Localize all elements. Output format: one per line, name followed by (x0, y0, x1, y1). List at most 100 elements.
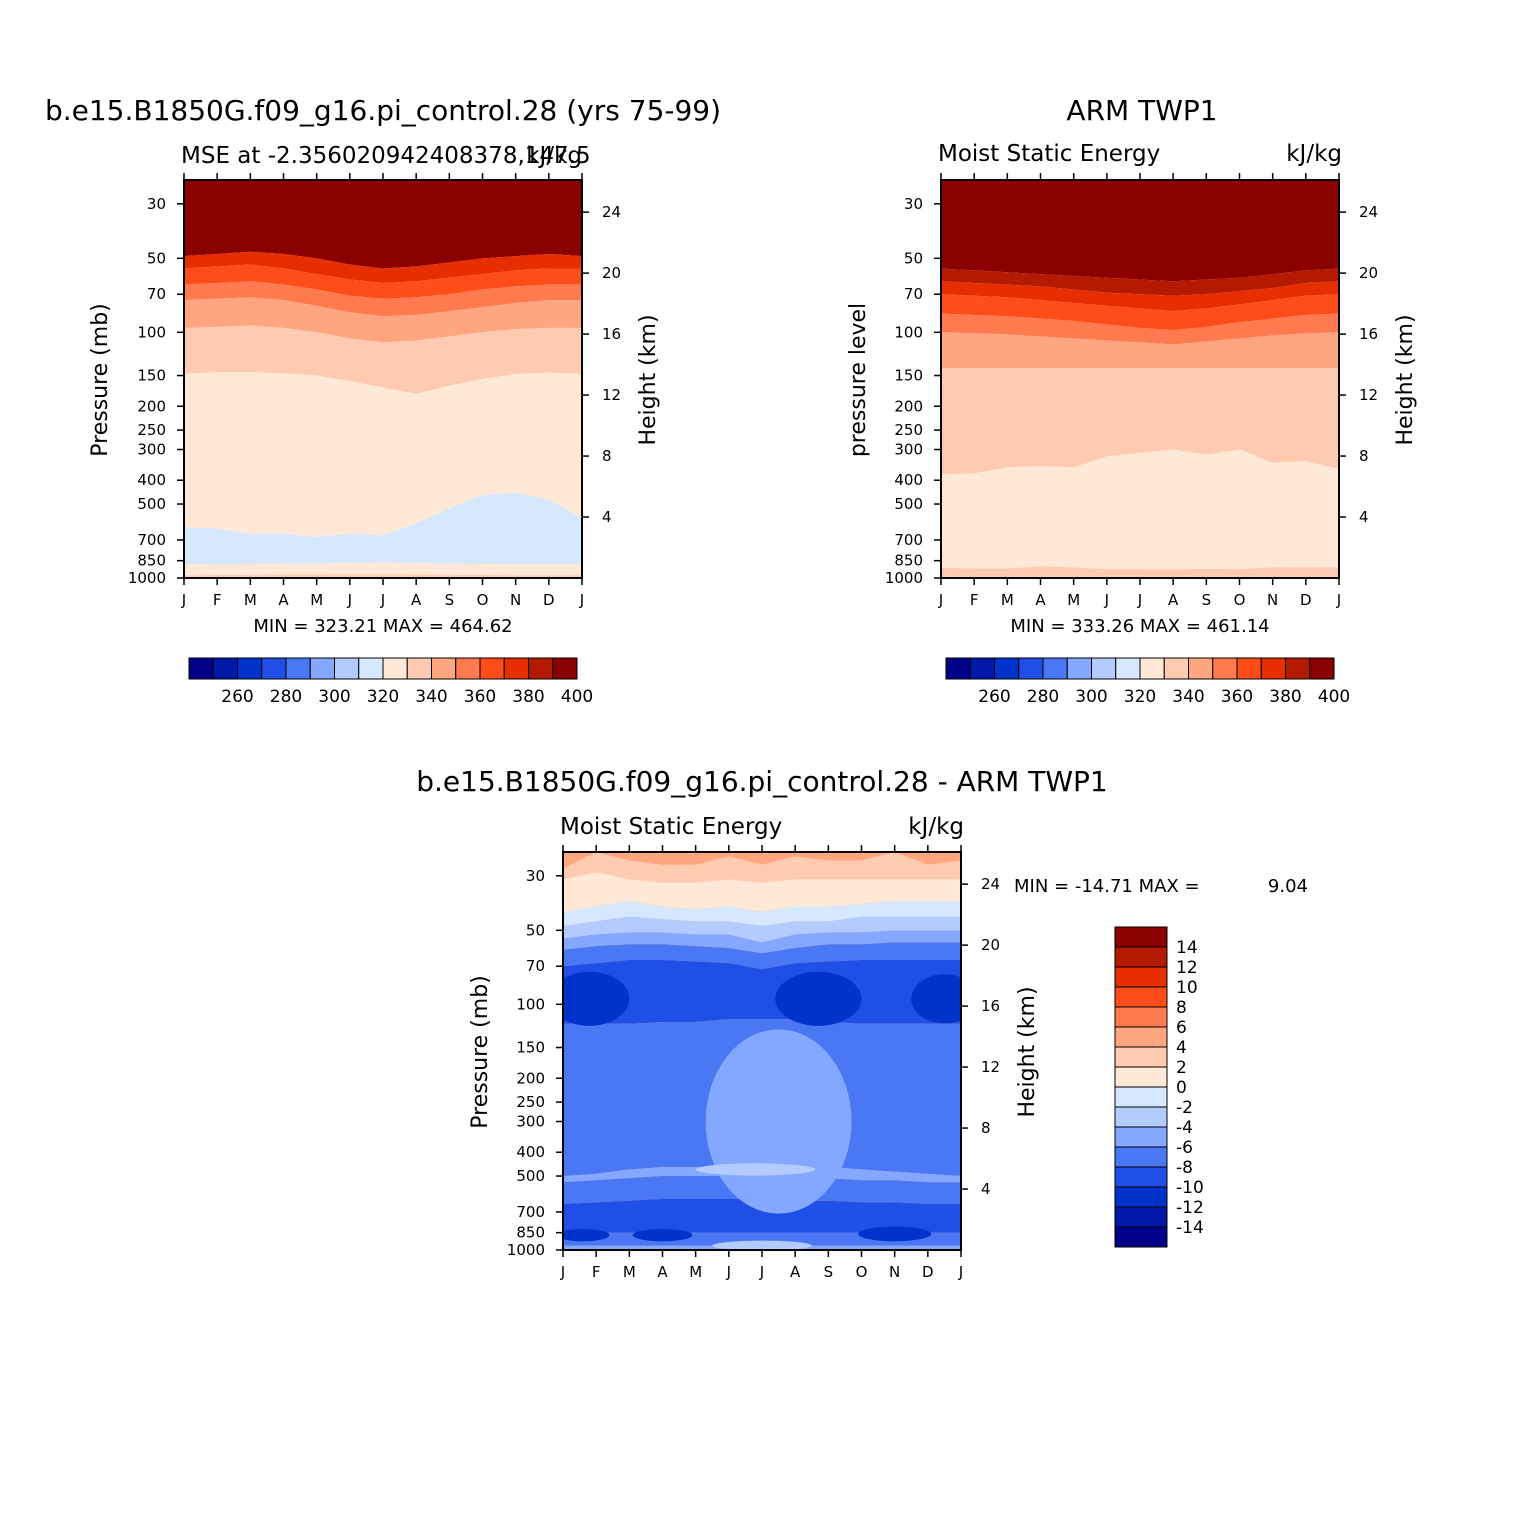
y-tick-label: 700 (516, 1203, 545, 1221)
x-tick-label: M (310, 591, 323, 609)
colorbar-swatch (503, 657, 529, 680)
colorbar-swatch (969, 657, 995, 680)
colorbar-swatch (1114, 1226, 1168, 1248)
contour-band (941, 180, 1339, 282)
colorbar-swatch (212, 657, 238, 680)
colorbar-swatch (1188, 657, 1214, 680)
colorbar-label: 280 (270, 687, 302, 707)
y-right-tick-label: 12 (981, 1058, 1000, 1076)
x-tick-label: J (560, 1263, 565, 1281)
x-tick-label: F (970, 591, 979, 609)
panel3-title: b.e15.B1850G.f09_g16.pi_control.28 - ARM… (416, 765, 1107, 798)
contour-band (941, 449, 1339, 570)
y-tick-label: 1000 (885, 569, 923, 587)
colorbar-swatch (1236, 657, 1262, 680)
panel1-subtitle-left: MSE at -2.356020942408378,147.5 (181, 143, 591, 169)
contour-band (184, 297, 582, 343)
y-tick-label: 50 (526, 921, 545, 939)
y-tick-label: 70 (526, 957, 545, 975)
contour-blob (775, 971, 862, 1026)
x-tick-label: A (1035, 591, 1046, 609)
colorbar-swatch (188, 657, 214, 680)
colorbar-swatch (1018, 657, 1044, 680)
colorbar-swatch (1066, 657, 1092, 680)
x-tick-label: F (213, 591, 222, 609)
panel2-minmax: MIN = 333.26 MAX = 461.14 (1010, 616, 1269, 637)
x-tick-label: A (411, 591, 422, 609)
y-tick-label: 30 (147, 195, 166, 213)
y-tick-label: 500 (894, 495, 923, 513)
colorbar-label: 380 (1269, 687, 1301, 707)
contour-band (563, 916, 961, 943)
y-right-tick-label: 8 (1359, 447, 1369, 465)
y-tick-label: 100 (137, 323, 166, 341)
colorbar-swatch (1114, 966, 1168, 988)
y-right-tick-label: 20 (602, 264, 621, 282)
contour-band (563, 852, 961, 869)
x-tick-label: J (1137, 591, 1142, 609)
colorbar-label: 4 (1176, 1038, 1187, 1058)
y-tick-label: 300 (516, 1113, 545, 1131)
colorbar-swatch (431, 657, 457, 680)
colorbar-swatch (237, 657, 263, 680)
colorbar-label: 280 (1027, 687, 1059, 707)
y-tick-label: 250 (137, 421, 166, 439)
x-tick-label: J (347, 591, 352, 609)
contour-band (941, 566, 1339, 578)
colorbar-swatch (1114, 926, 1168, 948)
panel2-colorbar: 260 280 300 320 340 360 380 400 (945, 657, 1350, 707)
contour-band (184, 264, 582, 299)
y-right-tick-label: 12 (602, 386, 621, 404)
y-tick-label: 700 (137, 531, 166, 549)
x-tick-label: A (1168, 591, 1179, 609)
colorbar-swatch (455, 657, 481, 680)
y-tick-label: 150 (137, 367, 166, 385)
colorbar-swatch (1163, 657, 1189, 680)
y-right-tick-label: 24 (602, 203, 621, 221)
panel1-subtitle-right: kJ/kg (526, 143, 582, 169)
y-tick-label: 400 (137, 471, 166, 489)
colorbar-swatch (1114, 986, 1168, 1008)
colorbar-label: 6 (1176, 1018, 1187, 1038)
x-tick-label: J (1104, 591, 1109, 609)
y-right-tick-label: 12 (1359, 386, 1378, 404)
colorbar-label: 320 (1124, 687, 1156, 707)
y-right-tick-label: 20 (981, 936, 1000, 954)
colorbar-swatch (1139, 657, 1165, 680)
colorbar-label: 0 (1176, 1078, 1187, 1098)
contour-blob (911, 974, 961, 1024)
panel1-minmax: MIN = 323.21 MAX = 464.62 (253, 616, 512, 637)
contour-band (563, 1198, 961, 1233)
contour-blob (705, 1029, 852, 1214)
x-tick-label: J (726, 1263, 731, 1281)
colorbar-label: -8 (1176, 1158, 1193, 1178)
colorbar-swatch (1115, 657, 1141, 680)
contour-band (563, 959, 961, 1024)
colorbar-swatch (1114, 1106, 1168, 1128)
x-tick-label: J (938, 591, 943, 609)
colorbar-label: 320 (367, 687, 399, 707)
contour-blob (712, 1240, 812, 1250)
x-tick-label: M (689, 1263, 702, 1281)
contour-band (563, 852, 961, 883)
colorbar-label: 400 (561, 687, 593, 707)
x-tick-label: J (759, 1263, 764, 1281)
x-tick-label: M (1001, 591, 1014, 609)
colorbar-swatch (1114, 1026, 1168, 1048)
y-right-tick-label: 8 (981, 1119, 991, 1137)
colorbar-label: 340 (415, 687, 447, 707)
y-right-tick-label: 4 (981, 1180, 991, 1198)
contour-band (184, 492, 582, 565)
contour-band (184, 562, 582, 576)
y-tick-label: 700 (894, 531, 923, 549)
colorbar-swatch (261, 657, 287, 680)
panel3-minmax-label: MIN = -14.71 MAX = (1014, 876, 1200, 897)
panel1-ylabel-right: Height (km) (636, 314, 661, 445)
x-tick-label: N (510, 591, 521, 609)
colorbar-label: -6 (1176, 1138, 1193, 1158)
x-tick-label: M (244, 591, 257, 609)
x-tick-label: J (1336, 591, 1341, 609)
contour-field (563, 852, 961, 1250)
colorbar-swatch (552, 657, 578, 680)
y-tick-label: 500 (137, 495, 166, 513)
